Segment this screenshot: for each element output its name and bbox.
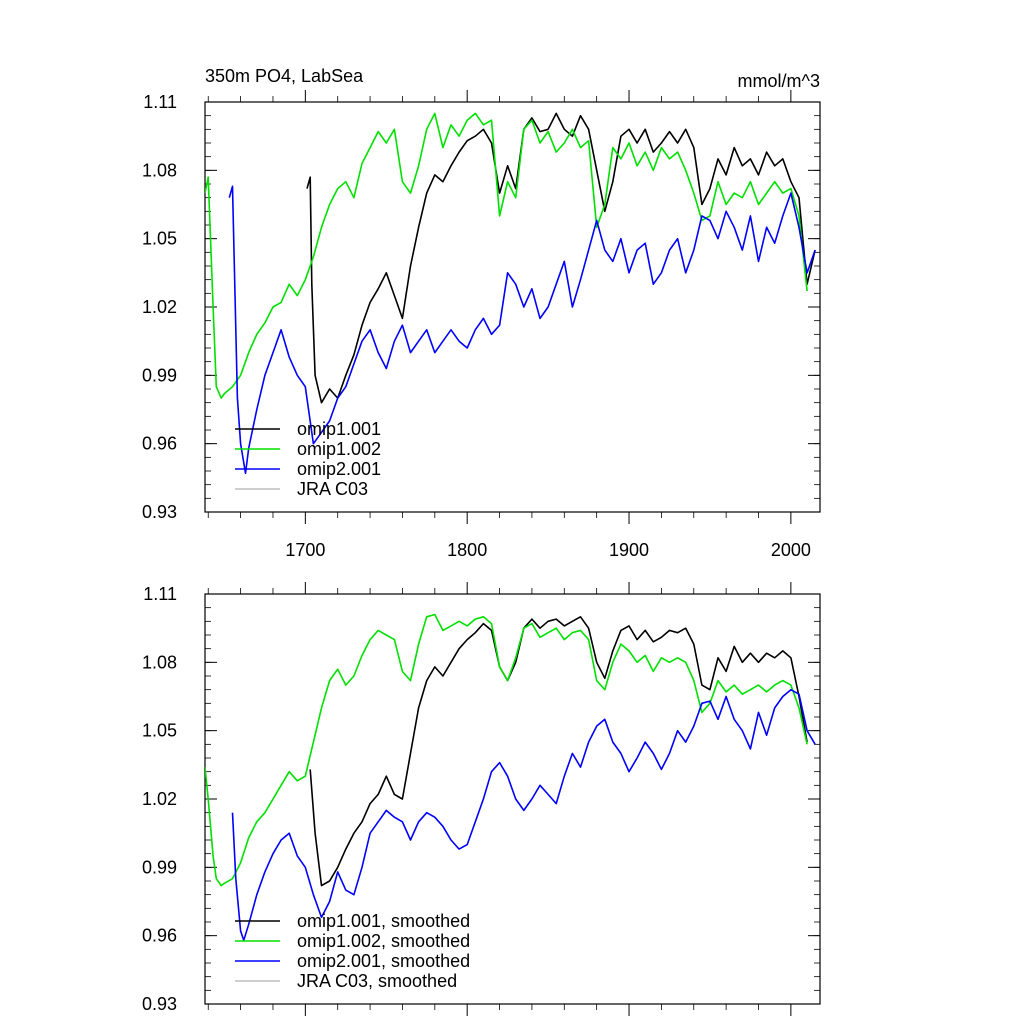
x-tick-label: 2000 bbox=[771, 540, 811, 560]
series-group bbox=[205, 112, 816, 475]
legend-label: omip1.002, smoothed bbox=[297, 931, 470, 951]
series-line-0 bbox=[306, 112, 816, 404]
legend-label: omip1.001, smoothed bbox=[297, 911, 470, 931]
series-line-2 bbox=[231, 688, 816, 942]
x-tick-label: 1700 bbox=[285, 540, 325, 560]
legend-label: JRA C03 bbox=[297, 479, 368, 499]
y-tick-label: 0.93 bbox=[142, 994, 177, 1014]
y-tick-label: 0.93 bbox=[142, 502, 177, 522]
series-group bbox=[205, 613, 816, 942]
y-tick-label: 0.96 bbox=[142, 926, 177, 946]
legend-label: omip1.001 bbox=[297, 419, 381, 439]
y-tick-label: 1.08 bbox=[142, 160, 177, 180]
legend-label: omip1.002 bbox=[297, 439, 381, 459]
y-tick-label: 1.02 bbox=[142, 789, 177, 809]
y-tick-label: 1.05 bbox=[142, 229, 177, 249]
x-tick-label: 1800 bbox=[447, 540, 487, 560]
y-tick-label: 0.96 bbox=[142, 434, 177, 454]
legend-label: omip2.001, smoothed bbox=[297, 951, 470, 971]
y-tick-label: 1.05 bbox=[142, 721, 177, 741]
panel-top-chart: 1.11 1.08 1.05 1.02 0.99 0.96 0.93 1700 1800 1900… bbox=[142, 66, 821, 560]
chart-title: 350m PO4, LabSea bbox=[205, 66, 364, 86]
series-line-1 bbox=[205, 613, 808, 887]
series-line-0 bbox=[309, 615, 808, 887]
series-line-1 bbox=[205, 112, 808, 399]
y-tick-label: 1.11 bbox=[143, 584, 177, 604]
series-line-2 bbox=[228, 185, 816, 475]
y-tick-label: 1.08 bbox=[142, 652, 177, 672]
x-tick-label: 1900 bbox=[609, 540, 649, 560]
legend-label: JRA C03, smoothed bbox=[297, 971, 457, 991]
legend-label: omip2.001 bbox=[297, 459, 381, 479]
y-tick-label: 1.11 bbox=[143, 92, 177, 112]
units-label: mmol/m^3 bbox=[738, 71, 820, 91]
y-tick-label: 1.02 bbox=[142, 297, 177, 317]
y-tick-label: 0.99 bbox=[142, 365, 177, 385]
y-tick-label: 0.99 bbox=[142, 857, 177, 877]
panel-bottom-chart: 1.11 1.08 1.05 1.02 0.99 0.96 0.93 omip1.001, s… bbox=[142, 582, 821, 1016]
